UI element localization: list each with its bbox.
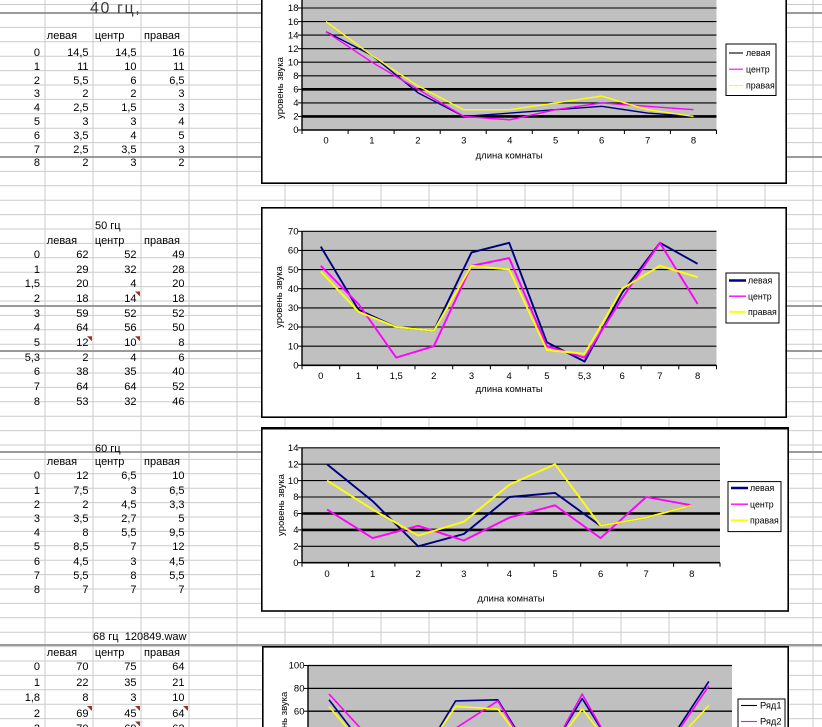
svg-text:30: 30 bbox=[288, 303, 299, 314]
svg-text:6: 6 bbox=[293, 509, 298, 520]
svg-text:2: 2 bbox=[293, 112, 298, 123]
svg-text:2: 2 bbox=[415, 136, 420, 147]
svg-text:10: 10 bbox=[288, 341, 299, 352]
svg-text:4: 4 bbox=[293, 98, 298, 109]
svg-text:2: 2 bbox=[293, 542, 298, 553]
svg-text:7: 7 bbox=[657, 371, 662, 382]
svg-text:6: 6 bbox=[293, 85, 298, 96]
svg-text:2: 2 bbox=[416, 569, 421, 580]
svg-text:1: 1 bbox=[356, 371, 361, 382]
svg-text:4: 4 bbox=[293, 525, 298, 536]
svg-text:центр: центр bbox=[750, 499, 774, 509]
svg-text:уровень звука: уровень звука bbox=[276, 473, 287, 536]
svg-text:14: 14 bbox=[288, 30, 299, 41]
svg-text:5: 5 bbox=[544, 371, 549, 382]
svg-text:60: 60 bbox=[288, 246, 299, 257]
svg-text:80: 80 bbox=[294, 684, 305, 695]
svg-text:18: 18 bbox=[288, 3, 299, 14]
svg-text:14: 14 bbox=[288, 443, 299, 454]
svg-text:6: 6 bbox=[620, 371, 625, 382]
svg-text:правая: правая bbox=[750, 516, 779, 526]
svg-text:0: 0 bbox=[293, 361, 298, 372]
svg-text:правая: правая bbox=[746, 81, 775, 91]
svg-text:Ряд2: Ряд2 bbox=[760, 717, 782, 727]
svg-text:8: 8 bbox=[689, 569, 694, 580]
svg-text:центр: центр bbox=[746, 65, 770, 75]
svg-text:3: 3 bbox=[461, 569, 466, 580]
svg-text:10: 10 bbox=[288, 57, 299, 68]
svg-text:6: 6 bbox=[599, 136, 604, 147]
svg-text:левая: левая bbox=[750, 483, 774, 493]
svg-text:1,5: 1,5 bbox=[390, 371, 403, 382]
svg-text:центр: центр bbox=[748, 291, 772, 301]
svg-text:60: 60 bbox=[294, 706, 305, 717]
svg-text:12: 12 bbox=[288, 44, 299, 55]
svg-text:0: 0 bbox=[324, 569, 329, 580]
svg-text:5,3: 5,3 bbox=[578, 371, 591, 382]
svg-text:3: 3 bbox=[469, 371, 474, 382]
svg-text:1: 1 bbox=[370, 569, 375, 580]
svg-text:8: 8 bbox=[691, 136, 696, 147]
svg-text:0: 0 bbox=[293, 125, 298, 136]
svg-text:6: 6 bbox=[598, 569, 603, 580]
svg-text:правая: правая bbox=[748, 307, 777, 317]
svg-text:4: 4 bbox=[507, 136, 512, 147]
svg-text:длина комнаты: длина комнаты bbox=[476, 151, 543, 162]
svg-text:50: 50 bbox=[288, 265, 299, 276]
svg-text:длина комнаты: длина комнаты bbox=[477, 594, 544, 605]
svg-text:20: 20 bbox=[288, 322, 299, 333]
svg-text:4: 4 bbox=[507, 371, 512, 382]
svg-text:уровень звука: уровень звука bbox=[279, 691, 290, 727]
svg-text:0: 0 bbox=[323, 136, 328, 147]
svg-text:4: 4 bbox=[507, 569, 512, 580]
svg-text:левая: левая bbox=[746, 48, 770, 58]
svg-text:8: 8 bbox=[293, 71, 298, 82]
svg-text:100: 100 bbox=[289, 661, 305, 672]
svg-text:уровень звука: уровень звука bbox=[274, 265, 285, 328]
svg-text:0: 0 bbox=[318, 371, 323, 382]
svg-text:уровень звука: уровень звука bbox=[275, 56, 286, 119]
svg-text:70: 70 bbox=[288, 227, 299, 238]
svg-text:5: 5 bbox=[552, 569, 557, 580]
svg-text:Ряд1: Ряд1 bbox=[760, 701, 782, 711]
svg-text:левая: левая bbox=[748, 276, 772, 286]
svg-text:12: 12 bbox=[288, 459, 299, 470]
svg-text:0: 0 bbox=[293, 558, 298, 569]
svg-text:длина комнаты: длина комнаты bbox=[476, 384, 543, 395]
svg-text:7: 7 bbox=[644, 569, 649, 580]
svg-text:16: 16 bbox=[288, 17, 299, 28]
svg-text:2: 2 bbox=[431, 371, 436, 382]
svg-text:8: 8 bbox=[695, 371, 700, 382]
svg-text:7: 7 bbox=[645, 136, 650, 147]
svg-text:3: 3 bbox=[461, 136, 466, 147]
svg-text:40: 40 bbox=[288, 284, 299, 295]
svg-text:8: 8 bbox=[293, 492, 298, 503]
svg-text:10: 10 bbox=[288, 476, 299, 487]
svg-text:5: 5 bbox=[553, 136, 558, 147]
svg-text:1: 1 bbox=[369, 136, 374, 147]
